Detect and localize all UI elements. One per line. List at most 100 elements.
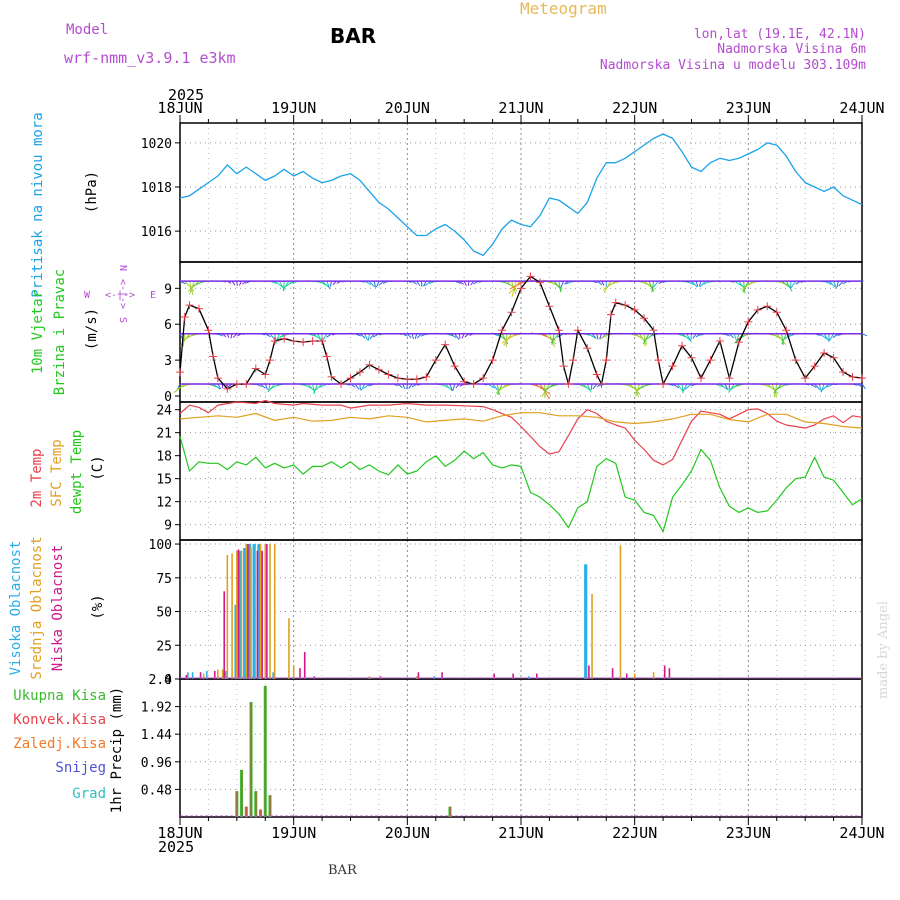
y-tick-label: 1.92	[141, 701, 172, 716]
temp-dew-line	[179, 436, 863, 533]
y-tick-label: 9	[164, 282, 172, 297]
wind-speed-marker	[559, 362, 568, 371]
wind-barb	[550, 333, 560, 344]
wind-barb	[369, 280, 375, 288]
y-tick-label: 1018	[141, 181, 172, 196]
y-tick-label: 100	[149, 538, 172, 553]
wind-barb	[828, 333, 835, 342]
wind-barb	[217, 383, 222, 390]
wind-speed-marker	[554, 326, 563, 335]
wind-barb	[648, 280, 654, 292]
wind-barb	[376, 280, 380, 288]
wind-speed-marker	[180, 313, 189, 322]
wind-barb	[449, 383, 453, 391]
wind-speed-line	[179, 275, 863, 390]
wind-speed-marker	[621, 301, 630, 310]
wind-speed-marker	[450, 362, 459, 371]
y-tick-label: 25	[156, 639, 172, 654]
y-tick-label: 6	[164, 318, 172, 333]
wind-speed-marker	[706, 356, 715, 365]
cloud-mid-bar	[221, 669, 224, 679]
cloud-low-bar	[663, 665, 666, 679]
wind-speed-marker	[569, 356, 578, 365]
wind-barb	[360, 383, 366, 391]
wind-speed-marker	[583, 344, 592, 353]
compass-s: S	[117, 317, 128, 323]
wind-speed-marker	[517, 284, 525, 293]
wind-barb	[602, 280, 617, 291]
wind-speed-marker	[374, 365, 383, 374]
compass-arrow-h: <-|->	[105, 290, 135, 301]
cloud-high-bar	[187, 672, 189, 679]
cloud-high-bar	[272, 672, 274, 679]
wind-barb	[586, 383, 592, 393]
cloud-mid-bar	[264, 544, 267, 679]
wind-speed-marker	[848, 372, 857, 381]
compass-n: N	[117, 265, 128, 271]
cloud-low-bar	[611, 668, 614, 679]
cloud-low-bar	[417, 672, 420, 679]
wind-speed-marker	[261, 370, 270, 379]
wind-barb	[492, 383, 499, 391]
wind-speed-marker	[545, 302, 554, 311]
x-tick-label: 21JUN	[498, 824, 543, 842]
legend-grad: Grad	[72, 786, 106, 802]
wind-barb	[406, 384, 408, 390]
wind-barb	[461, 333, 465, 339]
wind-speed-marker	[597, 380, 606, 389]
wind-barb	[321, 333, 328, 342]
wind-barb	[682, 383, 688, 392]
wind-speed-marker	[441, 340, 450, 349]
model-elevation-label: Nadmorska Visina u modelu 303.109m	[600, 58, 866, 73]
x-tick-label: 18JUN	[157, 99, 202, 117]
wind-barb	[638, 333, 648, 345]
legend-snow: Snijeg	[55, 760, 106, 776]
wind-speed-marker	[654, 356, 663, 365]
cloud-high-bar	[224, 670, 227, 679]
wind-speed-marker	[337, 380, 346, 389]
wind-barb	[329, 281, 333, 287]
cloud-mid-bar	[236, 550, 238, 679]
wind-barb	[762, 383, 776, 390]
year-label-bottom: 2025	[158, 838, 194, 856]
x-tick-label: 19JUN	[271, 824, 316, 842]
chart-title: Meteogram	[520, 0, 607, 18]
cloud-low-bar	[299, 668, 301, 679]
wind-barb	[495, 383, 508, 394]
wind-speed-marker	[488, 356, 497, 365]
cloud-ylabel-high: Visoka Oblacnost	[8, 541, 24, 676]
x-tick-label: 22JUN	[612, 824, 657, 842]
wind-barb	[452, 383, 456, 391]
pressure-ylabel: Pritisak na nivou mora	[30, 112, 46, 297]
wind-barb	[467, 281, 470, 286]
wind-barb	[187, 280, 200, 292]
wind-barb	[818, 383, 822, 393]
wind-barb	[454, 333, 460, 340]
x-tick-label: 18JUN	[157, 824, 202, 842]
wind-barb	[838, 280, 844, 287]
wind-unit: (m/s)	[84, 308, 100, 350]
cloud-high-bar	[234, 604, 237, 679]
y-tick-label: 0	[164, 673, 172, 688]
cloud-low-bar	[512, 673, 514, 679]
wind-barb	[820, 383, 825, 393]
wind-speed-marker	[820, 348, 829, 357]
precip-conv-bar	[264, 685, 266, 817]
wind-barb	[230, 333, 233, 339]
x-tick-label: 20JUN	[385, 824, 430, 842]
wind-speed-marker	[185, 301, 194, 310]
wind-barb	[828, 280, 836, 288]
footer-credit: made by Angel	[876, 601, 891, 699]
cloud-low-bar	[668, 668, 671, 679]
wind-barb	[313, 383, 323, 392]
wind-barb	[264, 383, 268, 390]
wind-speed-marker	[403, 375, 412, 384]
wind-barb	[212, 383, 221, 390]
cloud-low-bar	[185, 674, 188, 679]
y-tick-label: 9	[164, 519, 172, 534]
wind-speed-marker	[384, 370, 393, 379]
wind-speed-marker	[772, 308, 781, 317]
x-axis-bottom: 18JUN 19JUN 20JUN 21JUN 22JUN 23JUN 24JUN	[157, 817, 885, 842]
wind-barb	[558, 281, 562, 293]
